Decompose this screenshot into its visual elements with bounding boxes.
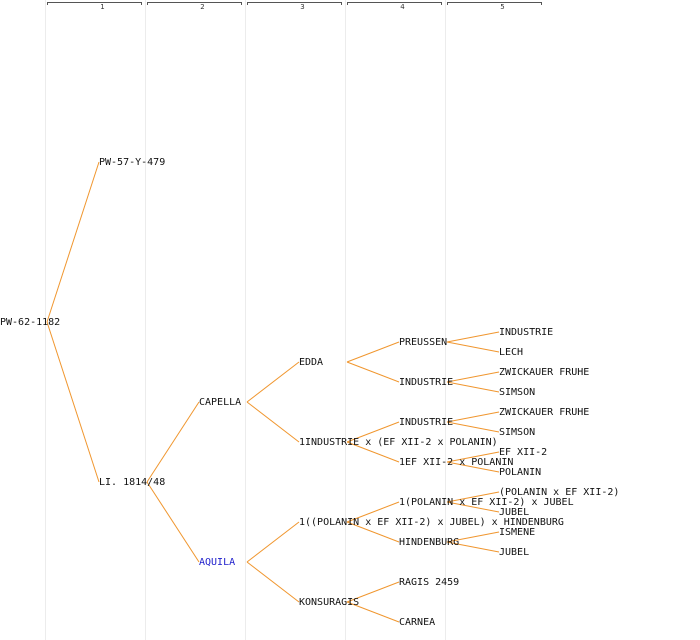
generation-label-1: 1: [100, 3, 105, 11]
generation-bracket-4: [347, 2, 442, 5]
pedigree-node-root[interactable]: PW-62-1182: [0, 317, 61, 328]
connector-line: [346, 341, 400, 363]
pedigree-node-polanin-ef-cross[interactable]: (POLANIN x EF XII-2): [499, 487, 620, 498]
generation-label-3: 3: [300, 3, 305, 11]
pedigree-node-ismene[interactable]: ISMENE: [499, 527, 536, 538]
generation-band-divider: [445, 0, 446, 640]
pedigree-node-ef-xii-2[interactable]: EF XII-2: [499, 447, 548, 458]
pedigree-node-polanin[interactable]: POLANIN: [499, 467, 542, 478]
pedigree-node-polanin-cross[interactable]: 1((POLANIN x EF XII-2) x JUBEL) x HINDEN…: [299, 517, 564, 528]
connector-line: [446, 501, 500, 513]
pedigree-node-jubel[interactable]: JUBEL: [499, 507, 530, 518]
generation-band-divider: [45, 0, 46, 640]
connector-line: [446, 381, 500, 393]
pedigree-node-industrie[interactable]: INDUSTRIE: [399, 417, 454, 428]
connector-line: [246, 361, 300, 403]
connector-line: [346, 581, 400, 603]
pedigree-node-zwickauer-fruhe[interactable]: ZWICKAUER FRUHE: [499, 407, 590, 418]
pedigree-node-industrie-cross[interactable]: 1INDUSTRIE x (EF XII-2 x POLANIN): [299, 437, 498, 448]
pedigree-node-zwickauer-fruhe[interactable]: ZWICKAUER FRUHE: [499, 367, 590, 378]
pedigree-node-simson[interactable]: SIMSON: [499, 427, 536, 438]
connector-line: [46, 321, 100, 483]
connector-line: [346, 421, 400, 443]
connector-line: [46, 161, 100, 323]
generation-band-divider: [345, 0, 346, 640]
pedigree-node-simson[interactable]: SIMSON: [499, 387, 536, 398]
connector-line: [246, 521, 300, 563]
pedigree-node-capella[interactable]: CAPELLA: [199, 397, 242, 408]
generation-band-divider: [245, 0, 246, 640]
connector-line: [346, 441, 400, 463]
pedigree-node-industrie[interactable]: INDUSTRIE: [499, 327, 554, 338]
pedigree-node-ragis[interactable]: RAGIS 2459: [399, 577, 460, 588]
connector-line: [446, 421, 500, 433]
generation-bracket-3: [247, 2, 342, 5]
connector-line: [446, 331, 500, 343]
connector-line: [146, 481, 200, 563]
generation-bracket-5: [447, 2, 542, 5]
connector-line: [446, 411, 500, 423]
generation-label-2: 2: [200, 3, 205, 11]
pedigree-node-preussen[interactable]: PREUSSEN: [399, 337, 448, 348]
connector-line: [246, 561, 300, 603]
pedigree-node-lech[interactable]: LECH: [499, 347, 524, 358]
pedigree-node-polanin-jubel-cross[interactable]: 1(POLANIN x EF XII-2) x JUBEL: [399, 497, 574, 508]
pedigree-node-edda[interactable]: EDDA: [299, 357, 324, 368]
generation-bracket-1: [47, 2, 142, 5]
connector-line: [446, 491, 500, 503]
connector-line: [346, 521, 400, 543]
pedigree-node-jubel[interactable]: JUBEL: [499, 547, 530, 558]
pedigree-node-hindenburg[interactable]: HINDENBURG: [399, 537, 460, 548]
connector-line: [246, 401, 300, 443]
pedigree-node-ef-cross[interactable]: 1EF XII-2 x POLANIN: [399, 457, 514, 468]
pedigree-node-konsuragis[interactable]: KONSURAGIS: [299, 597, 360, 608]
connector-line: [446, 341, 500, 353]
connector-line: [446, 531, 500, 543]
connector-line: [346, 501, 400, 523]
pedigree-node-aquila-link[interactable]: AQUILA: [199, 557, 236, 568]
connector-line: [346, 601, 400, 623]
connector-line: [446, 461, 500, 473]
generation-band-divider: [145, 0, 146, 640]
pedigree-node-carnea[interactable]: CARNEA: [399, 617, 436, 628]
connector-line: [146, 401, 200, 483]
connector-line: [446, 541, 500, 553]
pedigree-node-sire[interactable]: PW-57-Y-479: [99, 157, 166, 168]
generation-bracket-2: [147, 2, 242, 5]
pedigree-node-dam[interactable]: LI. 1814/48: [99, 477, 166, 488]
connector-line: [446, 451, 500, 463]
pedigree-node-industrie[interactable]: INDUSTRIE: [399, 377, 454, 388]
connector-line: [446, 371, 500, 383]
generation-label-5: 5: [500, 3, 505, 11]
connector-line: [346, 361, 400, 383]
generation-label-4: 4: [400, 3, 405, 11]
